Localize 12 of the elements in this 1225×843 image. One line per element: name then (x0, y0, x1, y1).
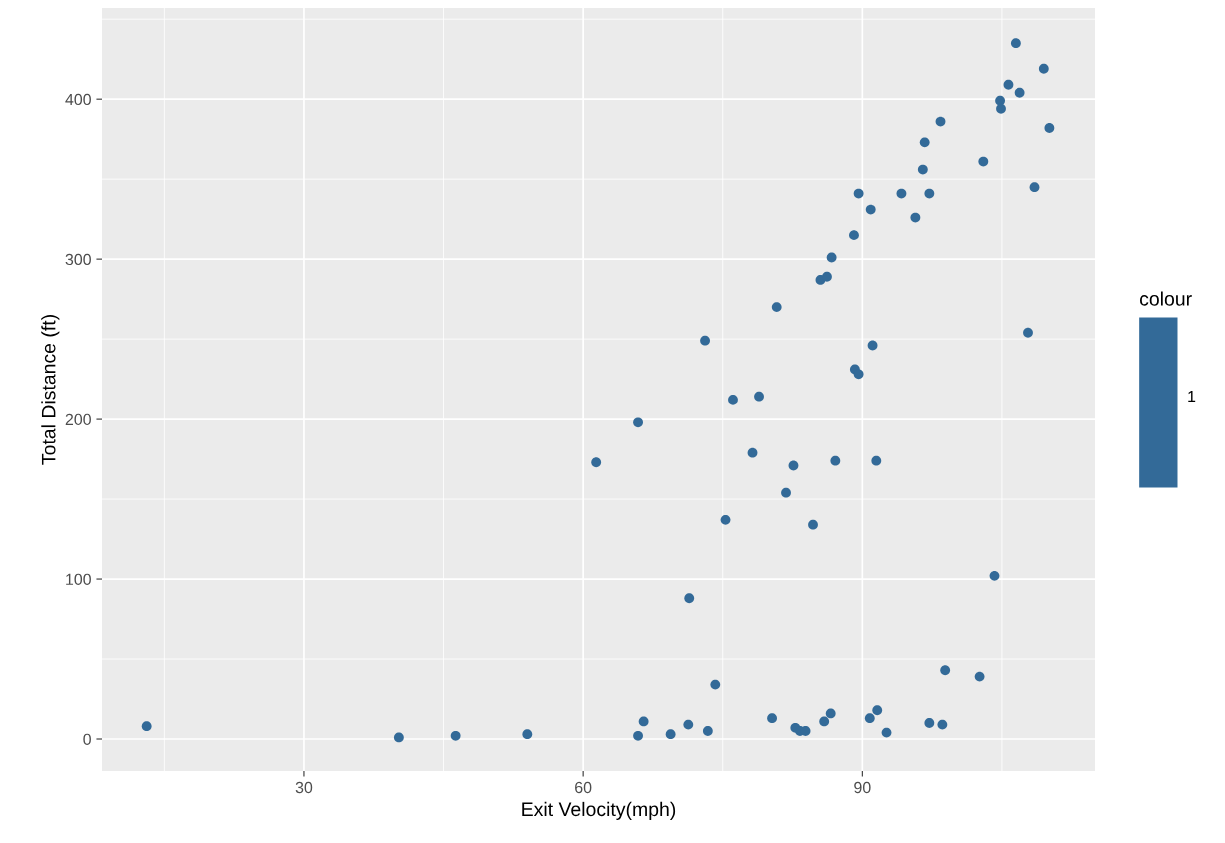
y-tick-label: 400 (65, 93, 91, 106)
text: 1 (1188, 391, 1196, 403)
legend-title: colour (1139, 291, 1192, 306)
x-tick-label: 60 (575, 781, 592, 794)
x-axis-title: Exit Velocity(mph) (522, 801, 676, 820)
y-tick-label: 0 (83, 733, 91, 745)
x-tick-label: 30 (295, 781, 313, 794)
y-tick-label: 300 (65, 253, 91, 266)
x-tick-label: 90 (854, 781, 871, 794)
y-tick-label: 100 (66, 573, 91, 585)
y-axis-title: Total Distance (ft) (41, 315, 60, 465)
y-tick-label: 200 (65, 413, 91, 426)
